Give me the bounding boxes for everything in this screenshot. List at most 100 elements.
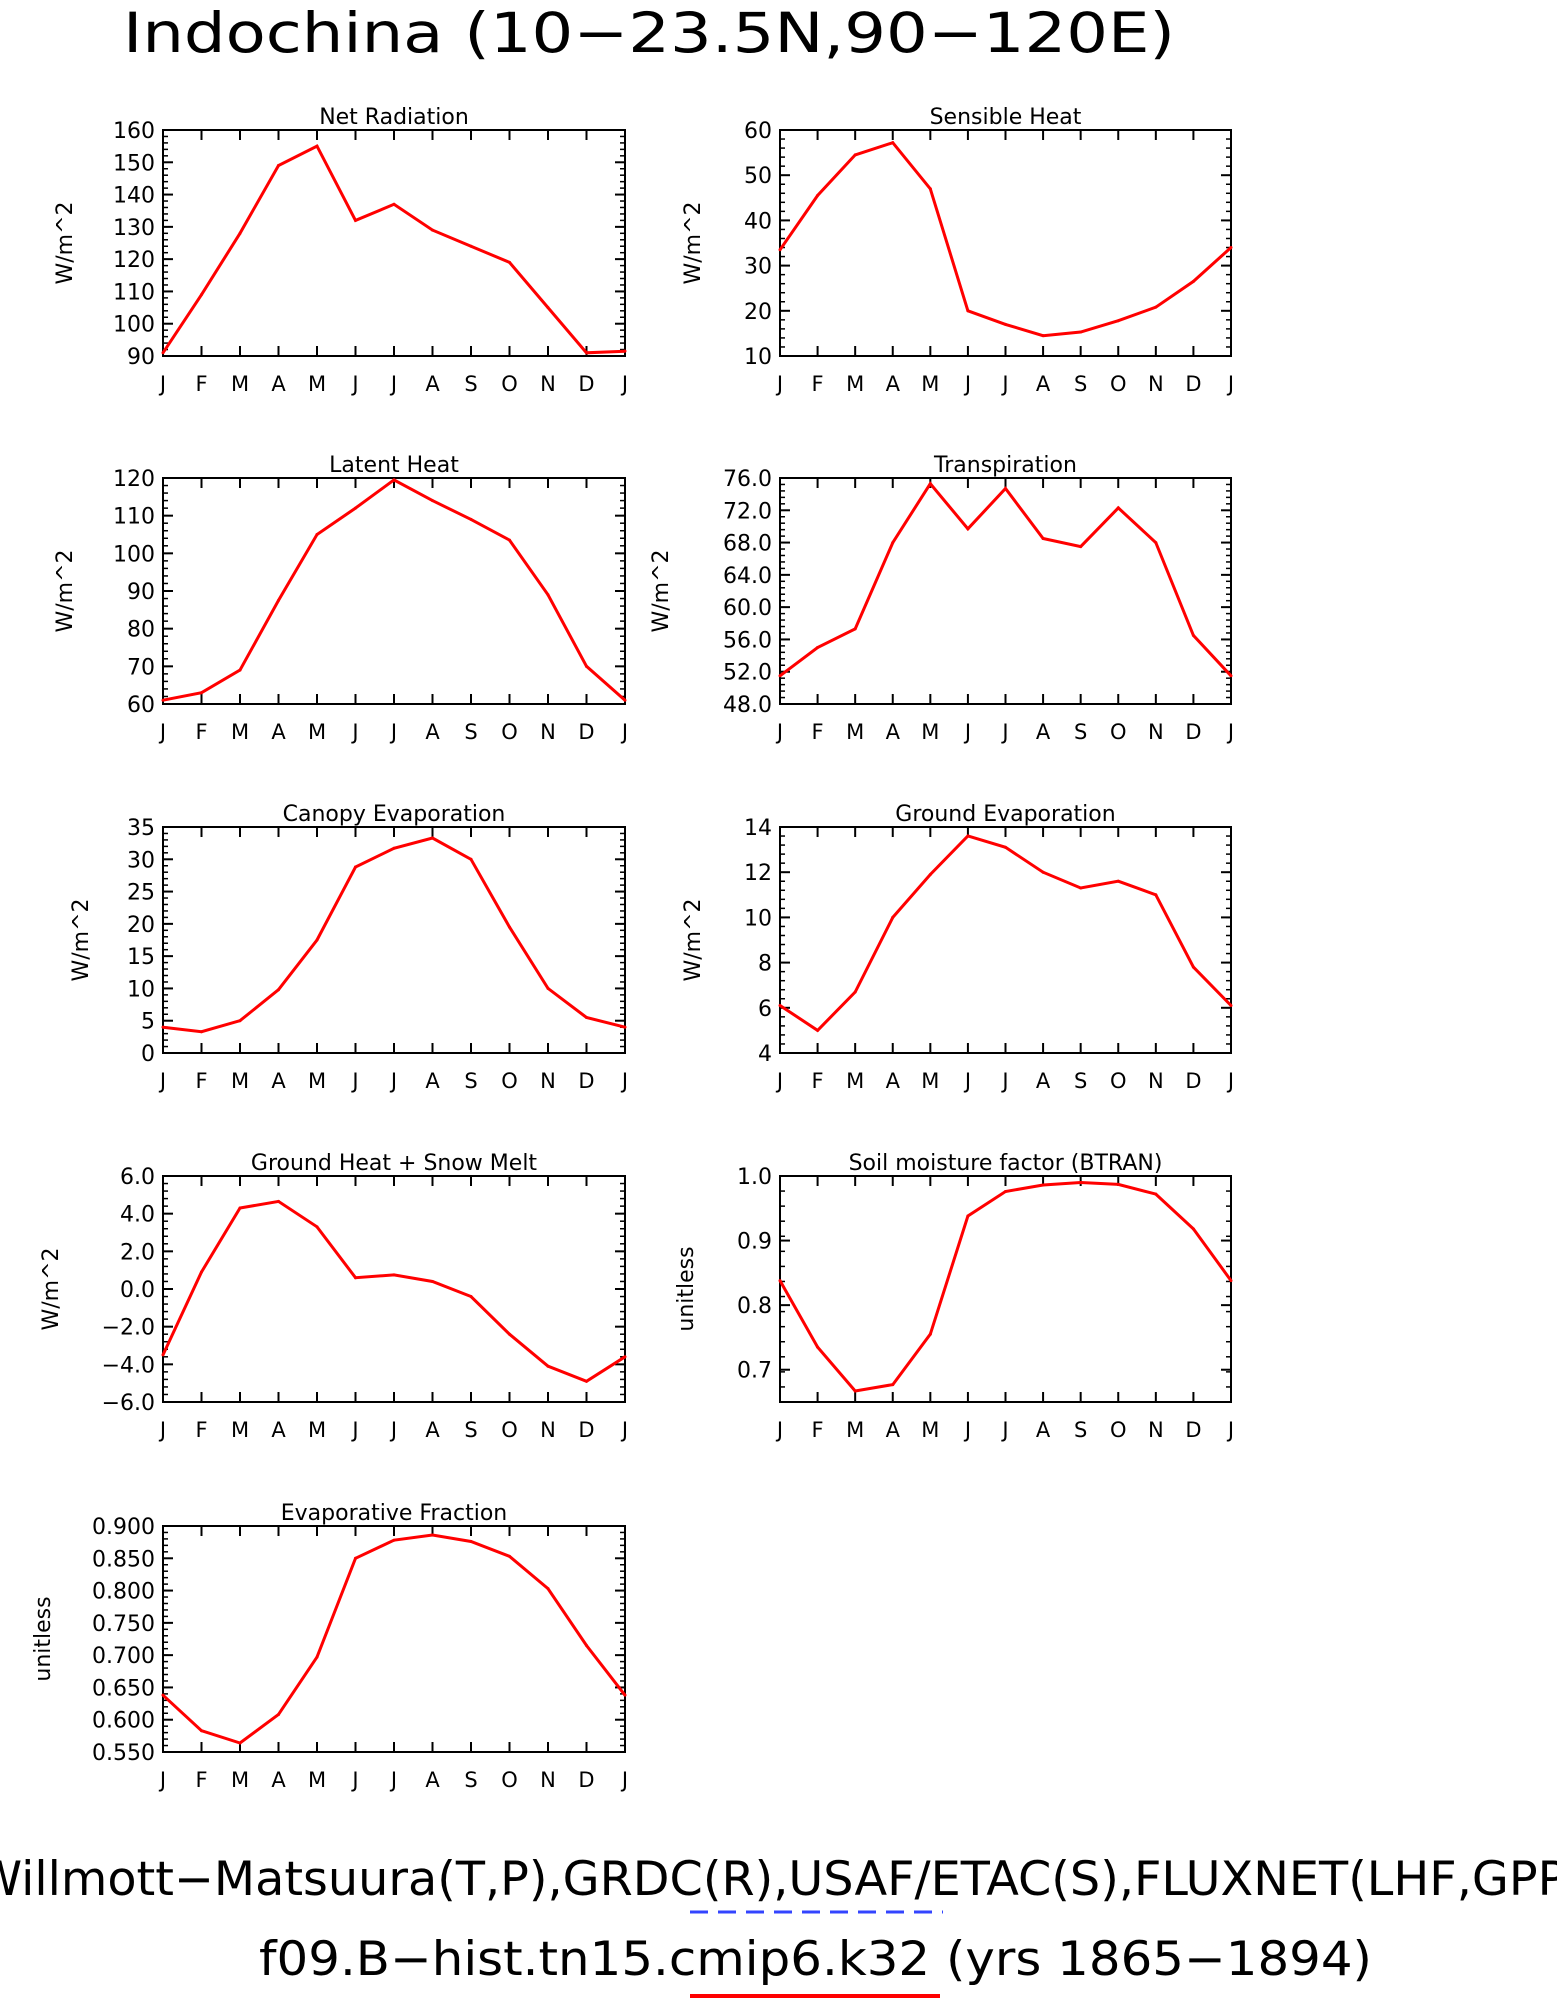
x-tick-label: J bbox=[620, 1768, 628, 1792]
data-point bbox=[585, 1643, 588, 1647]
y-tick-label: 0.900 bbox=[92, 1515, 155, 1540]
plot-frame bbox=[162, 477, 626, 705]
x-tick-label: J bbox=[389, 720, 397, 744]
x-tick-label: F bbox=[812, 372, 824, 396]
data-point bbox=[1154, 305, 1158, 309]
y-tick-label: 4 bbox=[758, 1042, 772, 1067]
panel-net-radiation: Net Radiation W/m^2 90 100 110 120 130 140 150 16… bbox=[53, 105, 628, 396]
y-tick-label: 0.800 bbox=[92, 1580, 155, 1605]
y-tick-label: 25 bbox=[127, 881, 155, 906]
x-tick-label: A bbox=[1036, 720, 1051, 744]
data-point bbox=[277, 598, 280, 602]
data-point bbox=[1229, 246, 1233, 250]
x-tick-label: J bbox=[620, 1069, 628, 1093]
data-point bbox=[816, 1345, 820, 1349]
y-tick-label: 30 bbox=[127, 848, 155, 873]
x-tick-label: S bbox=[464, 720, 477, 744]
data-point bbox=[200, 691, 203, 695]
y-tick-label: 10 bbox=[127, 977, 155, 1002]
x-tick-label: O bbox=[501, 1069, 518, 1093]
x-tick-label: J bbox=[158, 720, 166, 744]
data-point bbox=[392, 846, 396, 850]
x-tick-label: S bbox=[464, 1069, 477, 1093]
x-tick-label: J bbox=[350, 1069, 358, 1093]
x-tick-label: A bbox=[1036, 1069, 1051, 1093]
x-tick-label: M bbox=[231, 720, 249, 744]
x-tick-label: F bbox=[195, 372, 207, 396]
x-tick-label: M bbox=[308, 1418, 326, 1442]
y-tick-label: 1.0 bbox=[737, 1165, 772, 1190]
x-tick-label: A bbox=[271, 1418, 286, 1442]
x-tick-label: A bbox=[425, 1418, 440, 1442]
data-point bbox=[431, 1279, 434, 1283]
x-tick-label: S bbox=[464, 1768, 477, 1792]
data-point bbox=[1041, 537, 1045, 541]
y-tick-label: 60 bbox=[744, 119, 772, 144]
y-tick-label: 100 bbox=[113, 313, 155, 338]
data-point bbox=[315, 533, 319, 536]
data-point bbox=[966, 527, 970, 531]
x-tick-label: N bbox=[540, 1418, 556, 1442]
panel-title: Sensible Heat bbox=[930, 105, 1082, 130]
data-point bbox=[238, 1206, 242, 1210]
data-point bbox=[928, 187, 932, 191]
y-tick-label: 0.550 bbox=[92, 1741, 155, 1766]
data-point bbox=[623, 1025, 627, 1029]
y-tick-label: 76.0 bbox=[723, 467, 772, 492]
x-tick-label: M bbox=[231, 1069, 249, 1093]
data-point bbox=[277, 1199, 280, 1203]
data-point bbox=[508, 1332, 511, 1336]
x-tick-label: A bbox=[886, 720, 901, 744]
x-tick-label: M bbox=[308, 372, 326, 396]
x-tick-label: J bbox=[389, 1069, 397, 1093]
series-line bbox=[779, 834, 1233, 1033]
data-point bbox=[1079, 545, 1083, 549]
data-point bbox=[1116, 319, 1120, 323]
x-tick-label: D bbox=[578, 720, 594, 744]
data-point bbox=[315, 938, 319, 942]
y-tick-label: 0 bbox=[141, 1042, 155, 1067]
panel-title: Transpiration bbox=[933, 453, 1077, 478]
data-point bbox=[1154, 893, 1158, 897]
plot-frame bbox=[779, 826, 1232, 1054]
x-tick-label: M bbox=[921, 1069, 939, 1093]
data-point bbox=[966, 834, 970, 838]
data-point bbox=[623, 1355, 627, 1359]
y-tick-label: 72.0 bbox=[723, 499, 772, 524]
y-axis-label: unitless bbox=[674, 1246, 699, 1331]
plot-frame bbox=[779, 1175, 1232, 1403]
y-tick-label: 68.0 bbox=[723, 532, 772, 557]
x-tick-label: N bbox=[540, 720, 556, 744]
data-point bbox=[431, 228, 434, 232]
y-tick-label: −2.0 bbox=[102, 1316, 155, 1341]
data-point bbox=[200, 293, 203, 297]
x-tick-label: J bbox=[620, 720, 628, 744]
data-point bbox=[891, 541, 895, 545]
x-tick-label: J bbox=[775, 372, 783, 396]
y-tick-label: 8 bbox=[758, 952, 772, 977]
x-tick-label: J bbox=[1000, 720, 1008, 744]
y-tick-label: 2.0 bbox=[120, 1240, 155, 1265]
data-point bbox=[816, 646, 820, 649]
y-tick-label: 10 bbox=[744, 906, 772, 931]
x-tick-label: M bbox=[921, 372, 939, 396]
data-point bbox=[354, 506, 357, 510]
data-point bbox=[315, 1225, 319, 1229]
panel-title: Evaporative Fraction bbox=[281, 1501, 507, 1526]
y-tick-label: 35 bbox=[127, 816, 155, 841]
data-point bbox=[623, 349, 627, 353]
y-tick-label: 120 bbox=[113, 467, 155, 492]
series-line bbox=[779, 481, 1233, 677]
data-point bbox=[469, 517, 473, 521]
data-point bbox=[853, 1389, 857, 1393]
series-line bbox=[161, 144, 626, 355]
x-tick-label: O bbox=[501, 372, 518, 396]
data-point bbox=[1004, 1189, 1007, 1193]
x-tick-label: A bbox=[886, 1418, 901, 1442]
x-tick-label: J bbox=[1226, 1069, 1234, 1093]
data-point bbox=[1191, 279, 1195, 283]
x-tick-label: J bbox=[1226, 720, 1234, 744]
data-point bbox=[778, 1279, 782, 1283]
